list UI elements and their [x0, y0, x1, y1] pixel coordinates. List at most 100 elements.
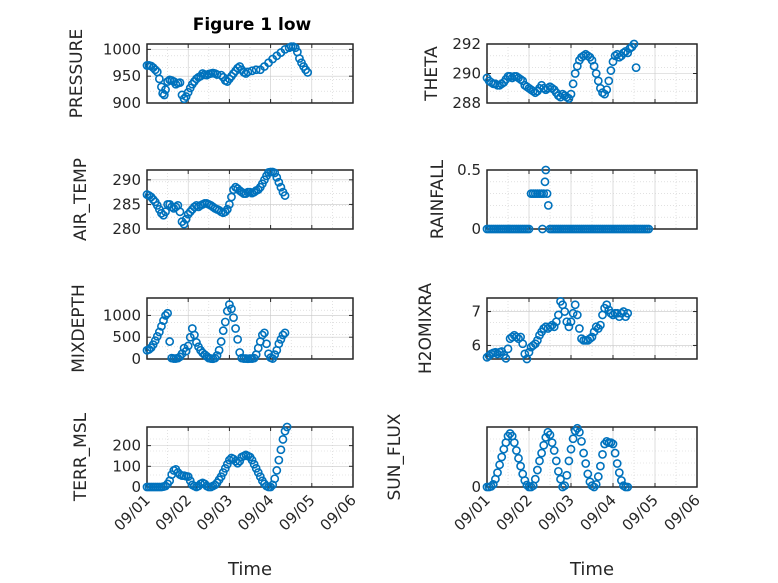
- y-tick-label: 500: [112, 328, 141, 346]
- data-point: [539, 189, 549, 198]
- data-point: [247, 455, 257, 465]
- data-point: [566, 317, 576, 327]
- data-point: [585, 334, 595, 344]
- data-point: [181, 92, 191, 101]
- y-tick-label: 7: [471, 303, 481, 321]
- data-point: [227, 304, 236, 314]
- data-point: [220, 317, 230, 327]
- data-point: [280, 191, 290, 200]
- data-point: [161, 311, 170, 320]
- data-point: [560, 307, 570, 316]
- data-point: [575, 427, 584, 437]
- series-markers: [482, 39, 641, 103]
- y-tick-label: 6: [471, 336, 481, 354]
- data-point: [545, 322, 555, 332]
- data-point: [623, 482, 633, 492]
- series-markers: [482, 165, 654, 234]
- y-tick-label: 0: [131, 478, 141, 496]
- data-point: [542, 189, 552, 198]
- data-point: [606, 308, 616, 318]
- series-markers: [142, 42, 313, 104]
- data-point: [612, 459, 622, 468]
- data-point: [524, 224, 534, 234]
- data-point: [154, 74, 164, 84]
- data-point: [533, 465, 542, 475]
- data-point: [159, 90, 169, 100]
- data-point: [530, 474, 540, 484]
- data-point: [596, 461, 605, 471]
- data-point: [303, 68, 313, 77]
- data-point: [218, 326, 228, 336]
- data-point: [216, 337, 226, 346]
- data-point: [161, 85, 170, 94]
- data-point: [253, 468, 263, 477]
- subplot-theta: 288 290 292 THETA: [422, 35, 698, 112]
- data-point: [514, 334, 523, 344]
- data-point: [602, 85, 612, 95]
- data-point: [490, 347, 500, 357]
- data-point: [161, 481, 170, 491]
- data-point: [183, 87, 193, 97]
- y-tick-label: 900: [112, 94, 141, 112]
- data-point: [260, 328, 269, 338]
- y-tick-label: 280: [112, 220, 141, 238]
- data-point: [179, 219, 189, 229]
- data-point: [568, 434, 578, 444]
- data-point: [631, 63, 641, 72]
- data-point: [276, 445, 286, 455]
- data-point: [272, 172, 282, 182]
- data-point: [566, 89, 576, 99]
- data-point: [262, 339, 271, 349]
- y-axis-label: SUN_FLUX: [385, 413, 405, 500]
- data-point: [274, 177, 284, 187]
- data-point: [501, 353, 511, 363]
- data-point: [619, 307, 628, 316]
- data-point: [570, 300, 580, 310]
- data-point: [575, 324, 584, 333]
- data-point: [157, 208, 166, 218]
- data-point: [512, 332, 521, 342]
- y-tick-label: 288: [452, 94, 481, 112]
- data-point: [165, 337, 175, 346]
- data-point: [253, 185, 263, 195]
- data-point: [509, 438, 519, 448]
- data-point: [623, 48, 633, 58]
- data-point: [231, 456, 240, 466]
- y-tick-label: 1000: [103, 306, 141, 324]
- data-point: [568, 308, 578, 318]
- series-markers: [142, 422, 292, 492]
- data-point: [549, 446, 559, 455]
- data-point: [220, 207, 230, 217]
- data-point: [537, 448, 546, 458]
- data-point: [220, 463, 230, 473]
- data-point: [280, 426, 290, 436]
- data-point: [617, 476, 626, 485]
- data-point: [251, 65, 261, 75]
- data-point: [503, 344, 513, 354]
- data-point: [150, 65, 160, 75]
- data-point: [216, 70, 226, 80]
- data-point: [516, 461, 525, 471]
- y-tick-label: 292: [452, 35, 481, 53]
- data-point: [231, 324, 240, 333]
- data-point: [614, 468, 624, 478]
- data-point: [237, 187, 247, 197]
- data-point: [591, 322, 601, 332]
- axes-frame: [486, 426, 698, 488]
- x-axis-label: Time: [569, 559, 614, 580]
- axes-frame: [146, 43, 354, 104]
- data-point: [623, 308, 633, 318]
- data-point: [282, 422, 292, 432]
- y-tick-label: 0: [131, 350, 141, 368]
- data-point: [568, 79, 578, 89]
- y-axis-label: MIXDEPTH: [69, 284, 89, 373]
- y-axis-label: PRESSURE: [67, 29, 87, 118]
- data-point: [229, 313, 238, 323]
- subplot-pressure: 900 950 1000 PRESSURE: [67, 29, 354, 118]
- data-point: [270, 474, 280, 484]
- data-point: [274, 339, 284, 349]
- data-point: [249, 459, 259, 469]
- data-point: [629, 39, 639, 49]
- data-point: [222, 204, 232, 214]
